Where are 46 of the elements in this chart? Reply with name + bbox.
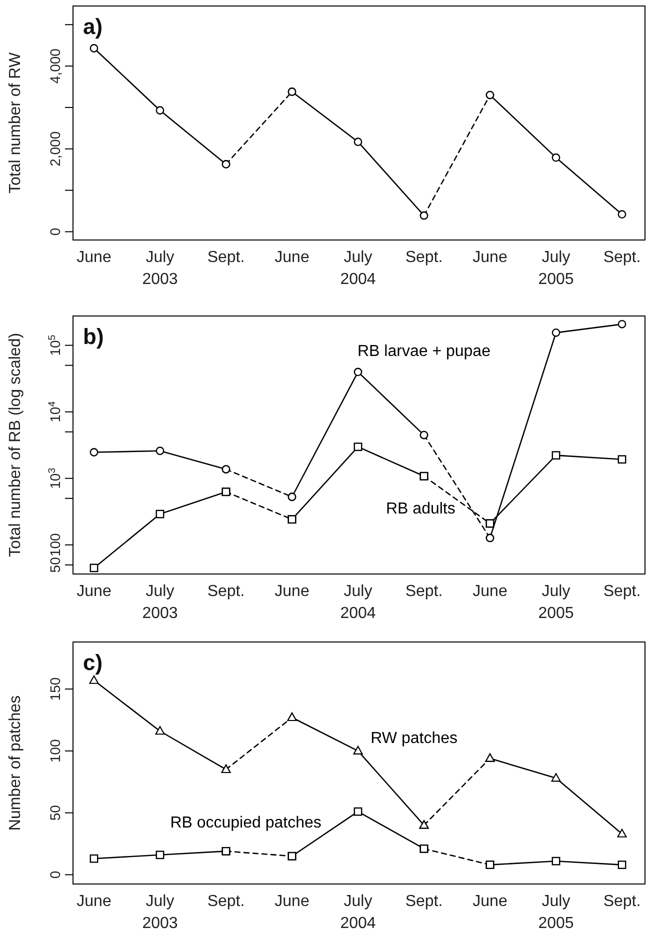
x-tick-label: Sept. (603, 249, 641, 266)
y-tick-label: 50 (47, 556, 63, 573)
chart-title: c) (83, 650, 103, 675)
y-tick-label: 0 (47, 228, 63, 236)
x-tick-label: June (472, 893, 508, 910)
x-tick-label: Sept. (207, 893, 245, 910)
x-tick-label: June (76, 893, 112, 910)
y-tick-label: 150 (47, 677, 63, 701)
x-tick-label: Sept. (405, 583, 443, 600)
series-label: RB adults (386, 500, 456, 518)
x-tick-label: June (274, 249, 310, 266)
x-tick-label: July 2003 (142, 583, 178, 622)
x-tick-label: June (472, 249, 508, 266)
x-tick-label: June (274, 583, 310, 600)
series-label: RB occupied patches (170, 814, 322, 832)
x-tick-label: Sept. (405, 249, 443, 266)
x-tick-label: Sept. (207, 249, 245, 266)
x-tick-label: July 2005 (538, 583, 574, 622)
x-tick-label: July 2005 (538, 893, 574, 932)
y-tick-label: 100 (47, 532, 63, 557)
x-tick-label: Sept. (603, 893, 641, 910)
y-tick-label: 4,000 (47, 48, 63, 84)
x-tick-label: June (472, 583, 508, 600)
chart-title: a) (83, 14, 103, 39)
chart-title: b) (83, 324, 104, 349)
x-tick-label: July 2003 (142, 249, 178, 288)
x-tick-label: Sept. (207, 583, 245, 600)
series-label: RB larvae + pupae (358, 343, 491, 360)
x-tick-label: June (274, 893, 310, 910)
y-tick-label: 0 (47, 870, 63, 879)
series-label: RW patches (370, 730, 458, 748)
x-tick-label: July 2004 (340, 893, 376, 932)
x-tick-label: July 2004 (340, 249, 376, 288)
y-axis-title: Number of patches (7, 695, 24, 831)
y-tick-label: 2,000 (47, 131, 63, 166)
x-tick-label: Sept. (603, 583, 641, 600)
x-tick-label: June (76, 249, 112, 266)
x-tick-label: June (76, 583, 112, 600)
x-tick-label: July 2003 (142, 893, 178, 932)
y-tick-label: 50 (47, 804, 63, 821)
y-axis-title: Total number of RB (log scaled) (7, 332, 24, 558)
y-axis-title: Total number of RW (7, 52, 24, 194)
x-tick-label: July 2005 (538, 249, 574, 288)
y-tick-label: 100 (47, 739, 63, 763)
x-tick-label: July 2004 (340, 583, 376, 622)
x-tick-label: Sept. (405, 893, 443, 910)
